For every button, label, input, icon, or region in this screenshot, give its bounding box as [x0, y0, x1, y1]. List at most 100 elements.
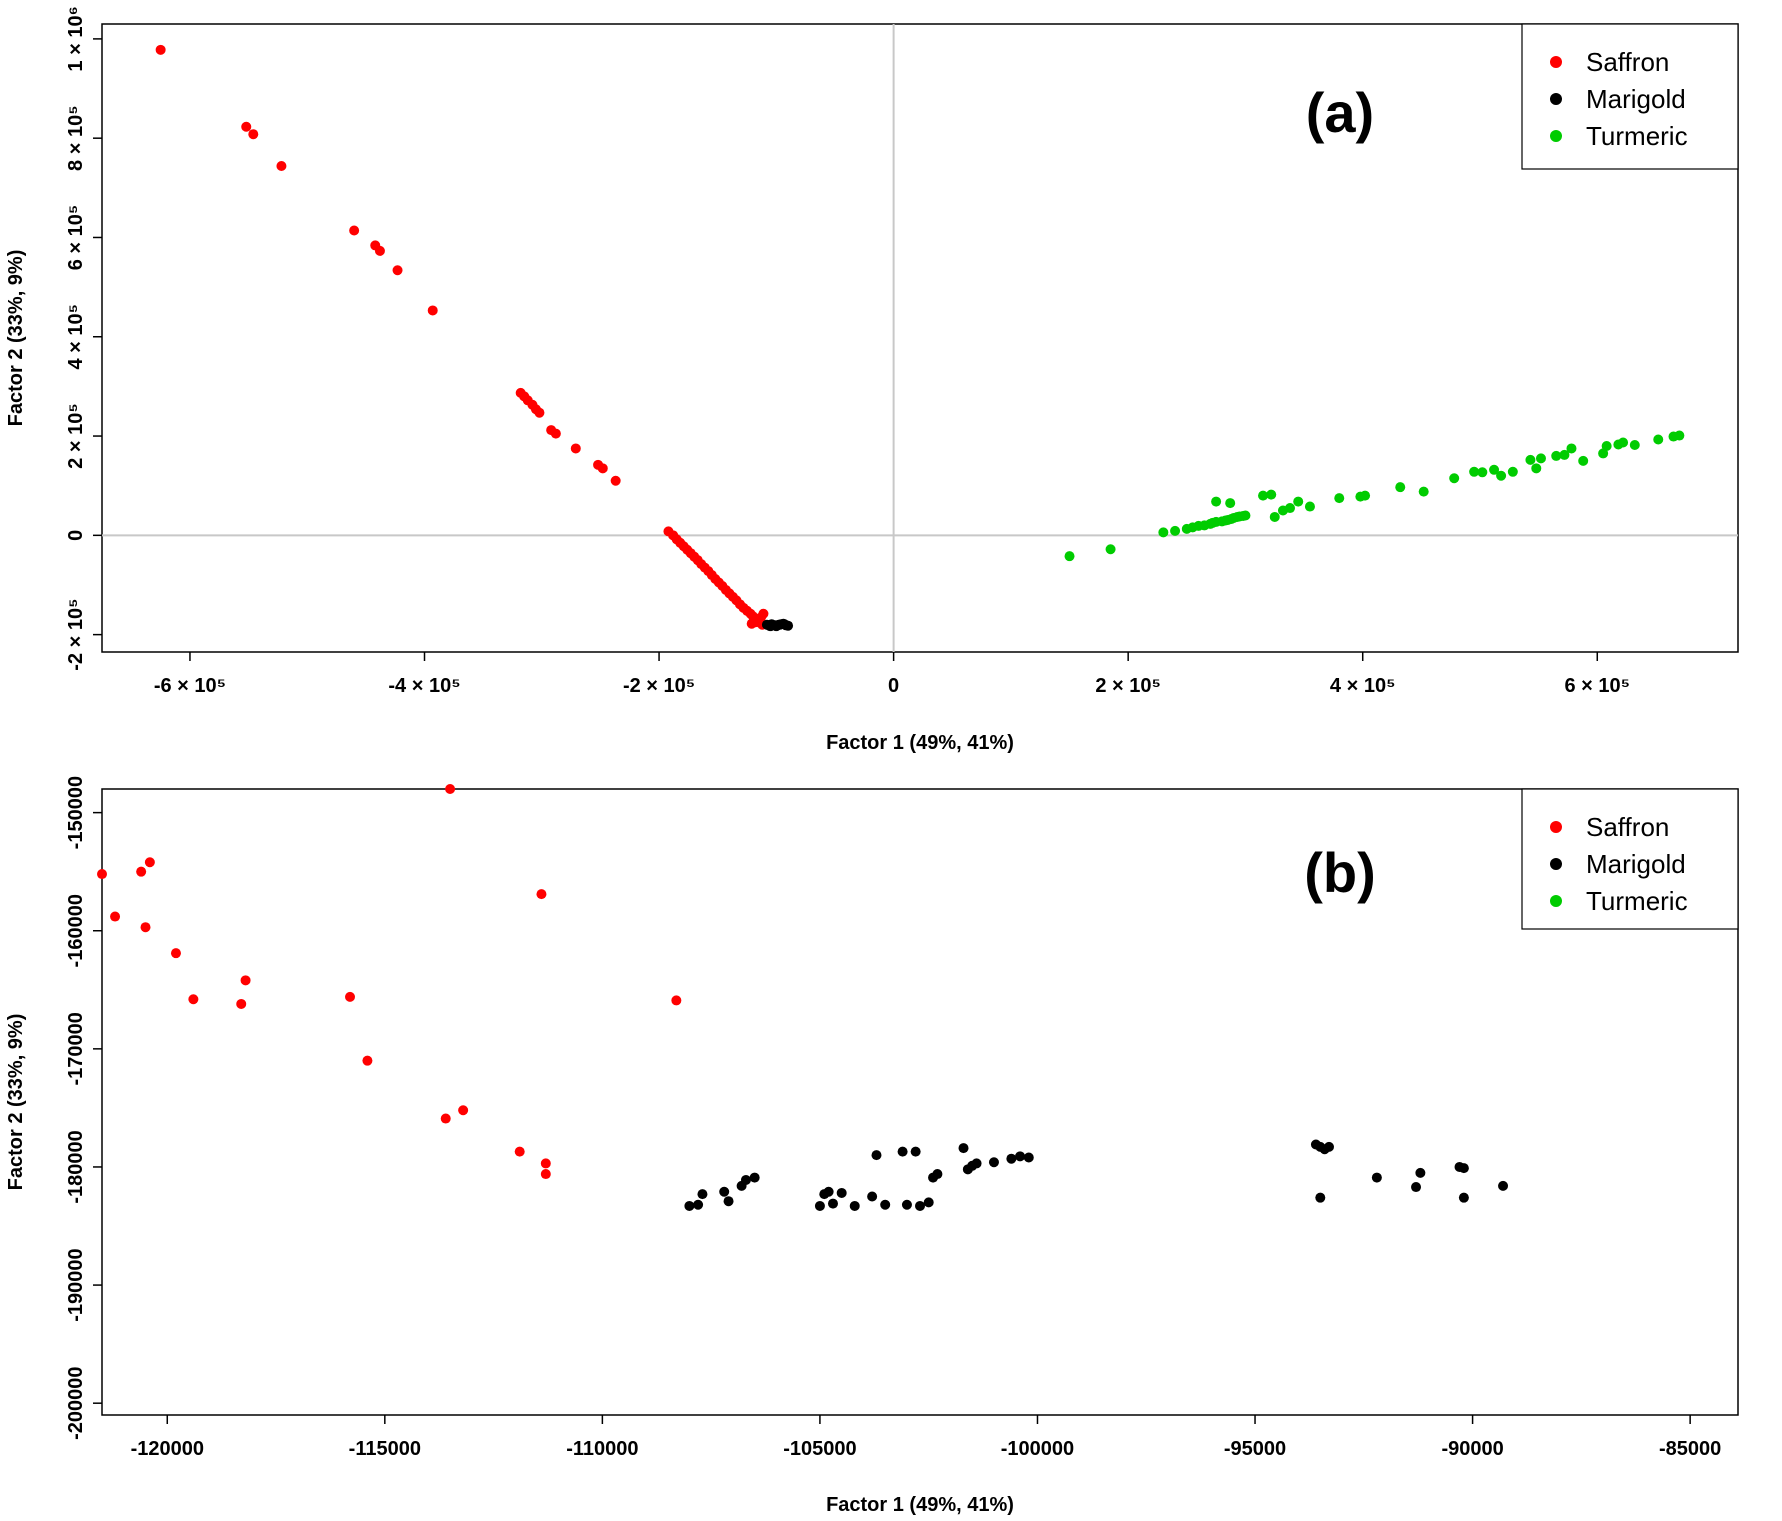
reference-lines-a	[102, 24, 1738, 652]
y-tick-label: -160000	[65, 894, 87, 967]
x-tick-label: -2 × 10⁵	[623, 675, 695, 697]
x-tick-label: 4 × 10⁵	[1330, 675, 1396, 697]
marigold-point	[1458, 1192, 1469, 1203]
y-tick-label: -180000	[65, 1130, 87, 1203]
turmeric-point	[1531, 463, 1542, 474]
marigold-point	[871, 1150, 882, 1161]
marigold-point	[1458, 1163, 1469, 1174]
marigold-point	[915, 1200, 925, 1211]
marigold-point	[923, 1197, 934, 1208]
scatter-points-b	[97, 784, 1509, 1211]
saffron-point	[110, 911, 121, 922]
saffron-point	[671, 995, 682, 1006]
legend-marker-turmeric	[1550, 895, 1562, 907]
turmeric-point	[1477, 467, 1488, 478]
marigold-point	[1411, 1182, 1422, 1193]
marigold-point	[827, 1198, 838, 1209]
legend-marker-saffron	[1550, 56, 1562, 68]
saffron-point	[345, 991, 356, 1002]
saffron-point	[514, 1146, 525, 1157]
turmeric-point	[1551, 450, 1562, 461]
saffron-point	[550, 428, 561, 439]
saffron-point	[445, 784, 456, 794]
legend-a: Saffron Marigold Turmeric	[1521, 23, 1739, 170]
y-tick-label: 1 × 10⁶	[65, 6, 87, 71]
turmeric-point	[1334, 493, 1345, 504]
legend-marker-turmeric	[1550, 130, 1562, 142]
turmeric-point	[1064, 551, 1075, 562]
y-tick-label: 6 × 10⁵	[65, 205, 87, 271]
saffron-point	[440, 1113, 451, 1124]
turmeric-point	[1629, 439, 1640, 450]
x-tick-label: -4 × 10⁵	[388, 675, 460, 697]
saffron-point	[155, 44, 166, 55]
marigold-point	[1315, 1192, 1326, 1203]
marigold-point	[1023, 1152, 1034, 1163]
saffron-point	[144, 857, 155, 868]
turmeric-point	[1360, 490, 1371, 501]
legend-label-turmeric: Turmeric	[1586, 886, 1688, 916]
marigold-point	[836, 1187, 847, 1198]
marigold-point	[849, 1200, 860, 1211]
y-tick-label: -150000	[65, 776, 87, 849]
x-axis-title-a: Factor 1 (49%, 41%)	[826, 732, 1014, 754]
legend-marker-marigold	[1550, 858, 1562, 870]
scatter-points-a	[155, 44, 1685, 632]
marigold-point	[880, 1199, 891, 1210]
turmeric-point	[1653, 434, 1664, 445]
saffron-point	[97, 869, 107, 880]
turmeric-point	[1258, 490, 1269, 501]
x-tick-label: -95000	[1224, 1438, 1286, 1460]
marigold-point	[740, 1174, 751, 1185]
turmeric-point	[1418, 486, 1429, 497]
marigold-point	[1324, 1141, 1334, 1152]
legend-label-turmeric: Turmeric	[1586, 121, 1688, 151]
y-tick-label: -170000	[65, 1012, 87, 1085]
panel-label-b: (b)	[1304, 841, 1376, 904]
y-tick-label: 4 × 10⁵	[65, 304, 87, 370]
marigold-point	[697, 1189, 708, 1200]
marigold-point	[897, 1146, 908, 1157]
turmeric-point	[1578, 455, 1589, 466]
legend-label-saffron: Saffron	[1586, 812, 1669, 842]
turmeric-point	[1507, 466, 1518, 477]
marigold-point	[814, 1200, 825, 1211]
x-tick-label: 0	[888, 675, 899, 697]
saffron-point	[236, 998, 247, 1009]
saffron-point	[427, 305, 438, 316]
x-tick-label: -105000	[783, 1438, 856, 1460]
plot-area-b	[101, 788, 1739, 1416]
turmeric-point	[1469, 466, 1480, 477]
legend-label-marigold: Marigold	[1586, 849, 1686, 879]
marigold-point	[971, 1158, 982, 1169]
y-tick-label: -2 × 10⁵	[65, 599, 87, 671]
turmeric-point	[1211, 496, 1222, 507]
x-tick-label: -6 × 10⁵	[154, 675, 226, 697]
y-tick-label: -200000	[65, 1366, 87, 1439]
y-axis-title-b: Factor 2 (33%, 9%)	[5, 1014, 27, 1191]
saffron-point	[349, 225, 360, 236]
saffron-point	[276, 160, 287, 171]
saffron-point	[458, 1105, 469, 1116]
turmeric-point	[1559, 449, 1570, 460]
turmeric-point	[1285, 503, 1296, 514]
saffron-point	[392, 265, 403, 276]
marigold-point	[779, 619, 790, 630]
turmeric-point	[1105, 544, 1116, 555]
panel-b: -120000 -115000 -110000 -105000 -100000 -9500…	[5, 776, 1739, 1516]
marigold-point	[910, 1146, 921, 1157]
turmeric-point	[1525, 454, 1536, 465]
marigold-point	[684, 1200, 695, 1211]
turmeric-point	[1266, 489, 1277, 500]
legend-label-marigold: Marigold	[1586, 84, 1686, 114]
marigold-point	[1498, 1180, 1509, 1191]
panel-label-a: (a)	[1306, 81, 1374, 144]
marigold-point	[958, 1143, 969, 1154]
saffron-point	[610, 475, 621, 486]
turmeric-point	[1158, 527, 1169, 538]
legend-marker-saffron	[1550, 821, 1562, 833]
x-tick-label: 2 × 10⁵	[1095, 675, 1161, 697]
saffron-point	[374, 245, 385, 256]
y-tick-label: -190000	[65, 1248, 87, 1321]
